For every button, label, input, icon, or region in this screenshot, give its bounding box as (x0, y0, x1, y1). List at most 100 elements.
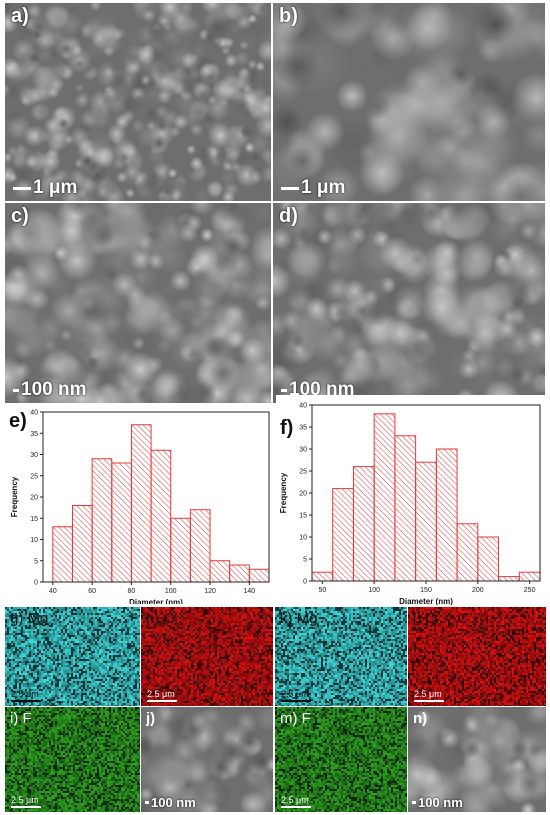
map-label-l: l) O (413, 610, 438, 627)
y-tick-label: 40 (30, 410, 38, 417)
histogram-bar (170, 517, 191, 583)
panel-label-a: a) (11, 5, 29, 27)
scale-bar-text: 2.5 μm (281, 689, 309, 699)
x-tick-label: 80 (128, 588, 136, 595)
histogram-bar (52, 526, 73, 583)
scale-bar-text: 1 μm (33, 177, 78, 198)
scale-bar-text: 100 nm (151, 795, 196, 810)
scale-bar-m: 2.5 μm (281, 795, 311, 808)
eds-map-f-2: m) F 2.5 μm (275, 707, 407, 812)
scale-bar-line (11, 806, 41, 808)
sem-image-n: n) 100 nm (408, 707, 546, 812)
x-tick-label: 120 (204, 588, 216, 595)
x-tick-label: 40 (49, 588, 57, 595)
map-label-g: g) Mg (10, 610, 49, 627)
scale-bar-text: 2.5 μm (147, 689, 175, 699)
histogram-bar (332, 488, 354, 582)
eds-map-o-2: l) O 2.5 μm (408, 607, 546, 706)
y-tick-label: 20 (30, 495, 38, 502)
scale-bar-line (145, 801, 149, 804)
sem-image-a: a) 1 μm (5, 3, 271, 201)
histogram-bar (477, 536, 500, 582)
y-tick-label: 25 (299, 469, 307, 476)
scale-bar-text: 1 μm (301, 177, 346, 198)
map-label-h: h) O (146, 610, 176, 627)
y-tick-label: 35 (299, 425, 307, 432)
y-axis-label: Frequency (10, 476, 19, 517)
x-tick-label: 250 (524, 587, 536, 594)
scale-bar-j: 100 nm (145, 795, 196, 810)
histogram-bar (229, 564, 250, 583)
scale-bar-line (414, 700, 444, 702)
histogram-bar (435, 448, 458, 582)
x-tick-label: 150 (420, 587, 432, 594)
histogram-bar (498, 576, 520, 582)
scale-bar-n: 100 nm (412, 795, 463, 810)
scale-bar-text: 100 nm (418, 795, 463, 810)
scale-bar-text: 100 nm (21, 379, 87, 400)
histogram-bar (456, 523, 479, 582)
x-axis-label: Diameter (nm) (129, 598, 183, 604)
y-tick-label: 15 (299, 513, 307, 520)
panel-label-c: c) (11, 205, 29, 227)
histogram-bar (311, 571, 334, 582)
eds-map-mg-2: k) Mg 2.5 μm (275, 607, 407, 706)
scale-bar-a: 1 μm (13, 177, 77, 199)
y-tick-label: 5 (303, 557, 307, 564)
histogram-bar (189, 509, 211, 583)
sem-image-b: b) 1 μm (273, 3, 545, 201)
scale-bar-line (281, 700, 311, 702)
x-tick-label: 100 (368, 587, 380, 594)
scale-bar-line (281, 186, 299, 190)
y-tick-label: 35 (30, 431, 38, 438)
chart-f-svg: 50 100 150 200 250 0 5 10 15 20 25 30 35 40 Diameter (… (279, 403, 541, 606)
scale-bar-line (11, 700, 41, 702)
histogram-bar (518, 571, 541, 582)
sem-image-c: c) 100 nm (5, 203, 271, 403)
scale-bar-b: 1 μm (281, 177, 345, 199)
y-axis-label: Frequency (279, 472, 288, 513)
eds-map-o-1: h) O 2.5 μm (141, 607, 273, 706)
histogram-bar (352, 466, 375, 582)
histogram-bar (394, 435, 417, 582)
map-label-k: k) Mg (280, 610, 318, 627)
x-tick-label: 140 (244, 588, 256, 595)
chart-e-svg: 40 60 80 100 120 140 0 5 10 15 20 25 30 35 40 Diameter … (10, 410, 270, 607)
scale-bar-text: 2.5 μm (11, 795, 39, 805)
panel-label-b: b) (279, 5, 298, 27)
histogram-e: e) 40 60 80 100 120 140 0 5 10 15 20 25 30 35 40 Diamet… (5, 406, 273, 607)
scale-bar-i: 2.5 μm (11, 795, 41, 808)
histogram-bar (111, 462, 132, 583)
histogram-bar (373, 413, 396, 582)
y-tick-label: 5 (34, 558, 38, 565)
eds-map-mg-1: g) Mg 2.5 μm (5, 607, 140, 706)
map-label-i: i) F (10, 710, 32, 727)
panel-label-e: e) (9, 410, 27, 432)
scale-bar-line (412, 801, 416, 804)
sem-image-d: d) 100 nm (273, 203, 545, 403)
scale-bar-text: 2.5 μm (414, 689, 442, 699)
y-tick-label: 30 (299, 447, 307, 454)
scale-bar-k: 2.5 μm (281, 689, 311, 702)
x-tick-label: 100 (165, 588, 177, 595)
map-label-j: j) (146, 710, 156, 727)
scale-bar-c: 100 nm (13, 379, 86, 401)
scale-bar-text: 2.5 μm (11, 689, 39, 699)
histogram-bar (415, 461, 437, 582)
y-tick-label: 40 (299, 403, 307, 410)
histogram-f: f) 50 100 150 200 250 0 5 10 15 20 25 30 35 40 Diamete… (276, 395, 546, 606)
x-tick-label: 200 (472, 587, 484, 594)
scale-bar-h: 2.5 μm (147, 689, 177, 702)
histogram-bar (209, 560, 231, 583)
panel-label-d: d) (279, 205, 298, 227)
scale-bar-line (147, 700, 177, 702)
scale-bar-d: 100 nm (281, 379, 354, 401)
eds-map-f-1: i) F 2.5 μm (5, 707, 140, 812)
scale-bar-text: 100 nm (289, 379, 355, 400)
y-tick-label: 30 (30, 452, 38, 459)
x-tick-label: 50 (318, 587, 326, 594)
scale-bar-line (13, 388, 19, 392)
scale-bar-text: 2.5 μm (281, 795, 309, 805)
histogram-bar (248, 568, 270, 583)
panel-label-f: f) (280, 417, 294, 439)
